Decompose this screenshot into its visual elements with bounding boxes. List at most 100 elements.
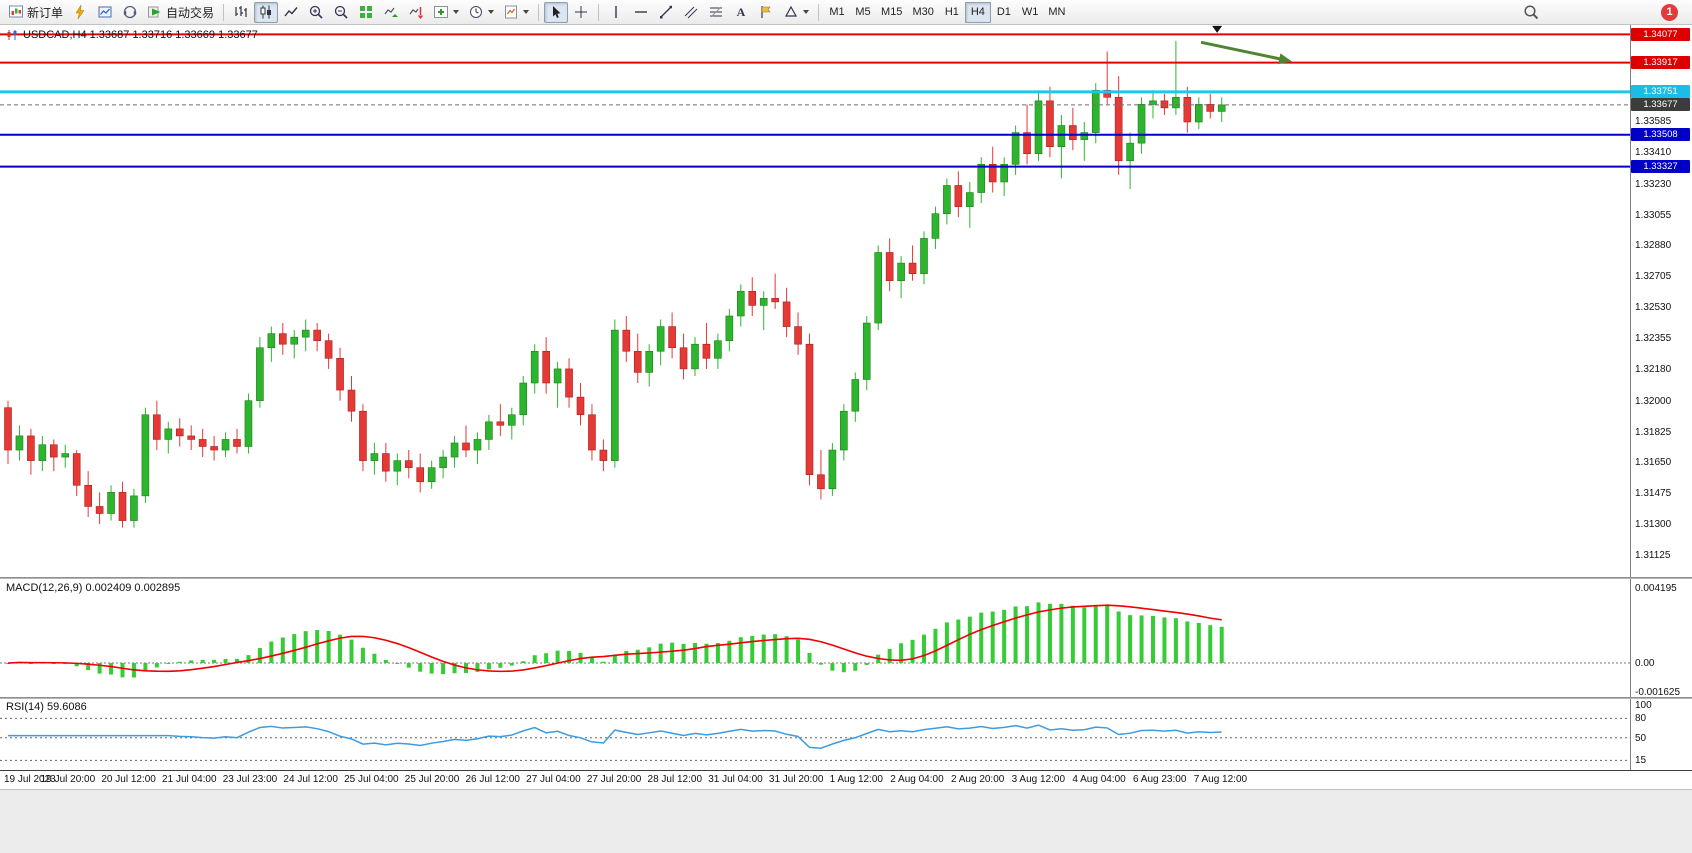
candle [1183, 86, 1192, 133]
candle [267, 326, 276, 362]
indicators-button[interactable] [429, 2, 463, 23]
candle [244, 393, 253, 454]
bar-chart-button[interactable] [229, 2, 253, 23]
timeframe-d1-button[interactable]: D1 [991, 2, 1017, 23]
auto-scroll-button[interactable] [379, 2, 403, 23]
timeframe-group: M1 M5 M15 M30 H1 H4 D1 W1 MN [824, 1, 1070, 23]
candle [794, 312, 802, 355]
macd-bar [1036, 602, 1041, 664]
candle [473, 432, 482, 465]
lightning-button[interactable] [68, 2, 92, 23]
candle [656, 319, 665, 366]
search-button[interactable] [1519, 2, 1543, 23]
time-label: 23 Jul 23:00 [222, 774, 278, 785]
label-button[interactable] [754, 2, 778, 23]
macd-bar [944, 622, 949, 664]
candle [507, 407, 516, 440]
macd-bar [418, 663, 423, 672]
candle [1172, 40, 1180, 115]
macd-bar [933, 628, 938, 664]
candle [175, 418, 184, 447]
chart-profile-button[interactable] [93, 2, 117, 23]
line-chart-button[interactable] [279, 2, 303, 23]
time-label: 1 Aug 12:00 [829, 774, 883, 785]
new-order-label: 新订单 [27, 5, 64, 20]
candle [576, 383, 585, 426]
zoom-out-icon [334, 5, 348, 19]
candle [404, 450, 413, 479]
time-label: 24 Jul 12:00 [283, 774, 338, 785]
candle [931, 206, 940, 249]
timeframe-h4-button[interactable]: H4 [964, 1, 991, 23]
auto-trading-label: 自动交易 [166, 5, 215, 20]
fibonacci-button[interactable] [704, 2, 728, 23]
new-order-button[interactable]: 新订单 [4, 2, 67, 23]
text-button[interactable]: A [729, 2, 753, 23]
time-label: 19 Jul 20:00 [40, 774, 96, 785]
panel-splitter-rsi[interactable] [0, 697, 1692, 699]
notification-badge[interactable]: 1 [1661, 3, 1678, 21]
macd-bar [143, 663, 148, 671]
horizontal-line-button[interactable] [629, 2, 653, 23]
periods-button[interactable] [464, 2, 498, 23]
macd-bar [1208, 625, 1213, 664]
shapes-dropdown-button[interactable] [779, 2, 813, 23]
macd-bar [670, 642, 675, 664]
toolbar-separator [598, 3, 600, 21]
timeframe-m1-button[interactable]: M1 [824, 2, 850, 23]
trendline-button[interactable] [654, 2, 678, 23]
channel-button[interactable] [679, 2, 703, 23]
macd-bar [349, 639, 354, 664]
macd-bar [326, 631, 331, 664]
headset-icon [123, 5, 137, 19]
vertical-line-button[interactable] [604, 2, 628, 23]
macd-bar [750, 635, 755, 664]
time-axis[interactable]: 19 Jul 2023 19 Jul 20:00 20 Jul 12:00 21 Ju… [0, 770, 1692, 789]
macd-bar [1105, 605, 1110, 664]
candle [1149, 90, 1157, 119]
candlestick-chart-button[interactable] [254, 1, 279, 23]
macd-bar [28, 663, 33, 665]
crosshair-icon [575, 6, 588, 18]
shapes-icon [785, 5, 798, 17]
crosshair-button[interactable] [569, 2, 593, 23]
candle [599, 439, 608, 472]
macd-bar [727, 640, 732, 664]
macd-bar [177, 661, 182, 664]
macd-bar [269, 641, 274, 664]
macd-bar [212, 659, 217, 664]
timeframe-m30-button[interactable]: M30 [907, 2, 938, 23]
macd-bar [841, 663, 846, 673]
candle [61, 444, 70, 468]
candle [759, 291, 768, 331]
zoom-in-button[interactable] [304, 2, 328, 23]
tile-windows-button[interactable] [354, 2, 378, 23]
candle [359, 404, 367, 472]
macd-bar [1059, 603, 1064, 664]
panel-splitter-macd[interactable] [0, 577, 1692, 579]
trend-arrow[interactable] [1200, 40, 1289, 63]
candle [233, 428, 241, 454]
timeframe-h1-button[interactable]: H1 [939, 2, 965, 23]
chart-shift-button[interactable] [404, 2, 428, 23]
macd-bar [395, 663, 400, 665]
headset-button[interactable] [118, 2, 142, 23]
time-label: 28 Jul 12:00 [647, 774, 703, 785]
zoom-out-button[interactable] [329, 2, 353, 23]
timeframe-m5-button[interactable]: M5 [850, 2, 876, 23]
candle [187, 425, 195, 451]
timeframe-w1-button[interactable]: W1 [1017, 2, 1044, 23]
price-marker[interactable] [1212, 25, 1223, 33]
timeframe-mn-button[interactable]: MN [1043, 2, 1070, 23]
candle [714, 333, 722, 369]
timeframe-m15-button[interactable]: M15 [876, 2, 907, 23]
candle [817, 450, 825, 500]
macd-bar [807, 652, 812, 664]
cursor-button[interactable] [544, 1, 569, 23]
candle [519, 375, 528, 426]
macd-bar [109, 663, 114, 675]
templates-button[interactable] [499, 2, 533, 23]
auto-trading-button[interactable]: 自动交易 [143, 2, 218, 23]
